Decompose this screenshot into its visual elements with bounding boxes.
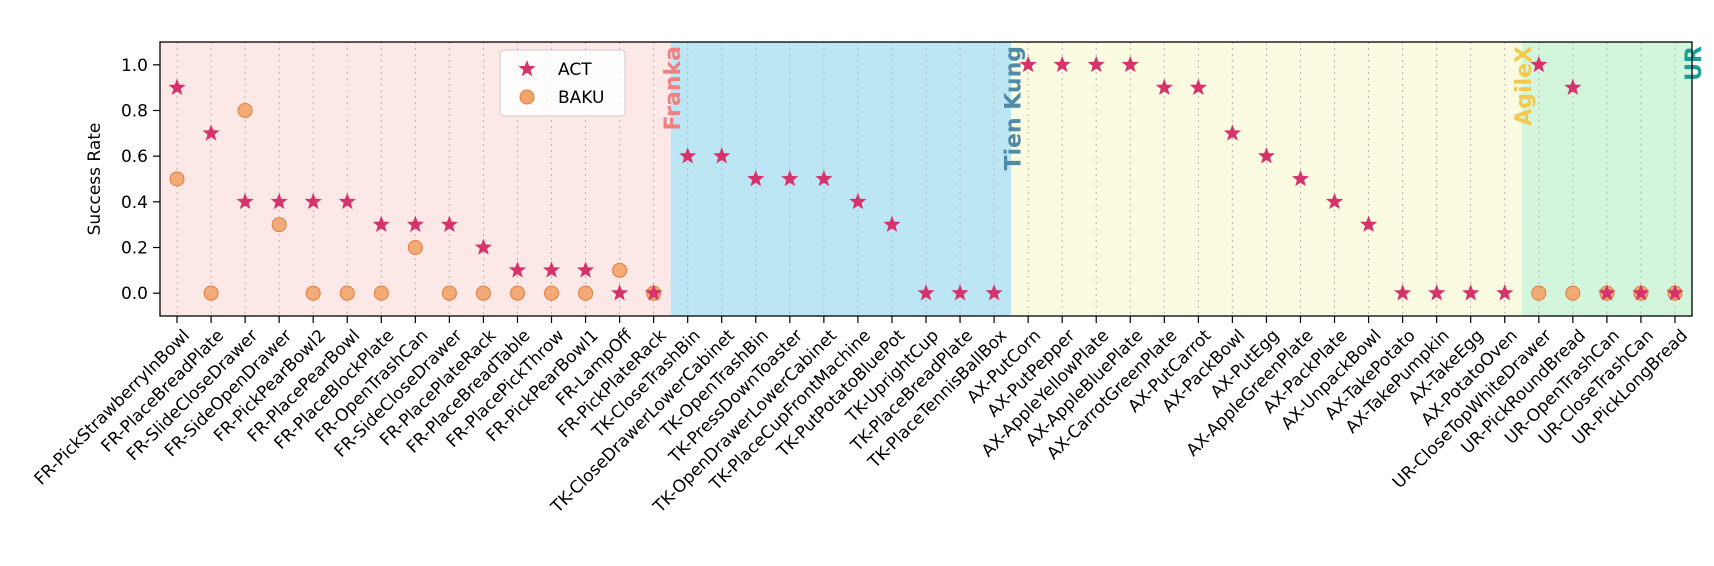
baku-point — [203, 285, 219, 301]
act-point — [1530, 55, 1548, 73]
act-point — [1257, 147, 1275, 164]
act-point — [611, 284, 629, 301]
act-point — [577, 261, 595, 278]
act-point — [747, 170, 765, 187]
region-label-franka: Franka — [661, 46, 686, 130]
act-point — [304, 192, 322, 210]
act-point — [168, 78, 186, 95]
act-point — [1598, 284, 1616, 301]
act-point — [1428, 284, 1446, 301]
act-point — [883, 215, 901, 232]
act-point — [202, 124, 220, 141]
act-point — [236, 192, 254, 210]
act-point — [1325, 192, 1344, 210]
legend-baku-marker — [519, 89, 535, 105]
act-point — [1496, 284, 1514, 301]
legend-act-marker — [518, 60, 536, 77]
act-point — [1394, 284, 1412, 301]
region-label-ur: UR — [1682, 46, 1707, 81]
act-point — [1189, 78, 1207, 95]
baku-point — [544, 285, 560, 301]
act-point — [1291, 170, 1310, 187]
y-tick-label: 0.6 — [121, 147, 148, 167]
y-axis: 0.0 0.2 0.4 0.6 0.8 1.0 — [121, 56, 160, 304]
region-label-tien-kung: Tien Kung — [1001, 46, 1026, 171]
act-point — [1223, 124, 1241, 141]
baku-point — [169, 171, 185, 187]
act-point — [645, 284, 663, 301]
act-point — [713, 147, 731, 164]
legend-baku-label: BAKU — [558, 88, 604, 108]
vertical-gridlines — [176, 42, 1676, 316]
legend: ACT BAKU — [499, 49, 626, 117]
act-point — [508, 261, 527, 278]
act-point — [815, 170, 833, 187]
baku-point — [612, 262, 628, 278]
data-points — [168, 55, 1684, 301]
baku-point — [305, 285, 321, 301]
baku-point — [578, 285, 594, 301]
act-point — [1053, 55, 1071, 73]
act-point — [1360, 215, 1378, 232]
y-tick-label: 0.2 — [121, 239, 148, 259]
act-point — [270, 192, 288, 210]
baku-point — [1531, 285, 1547, 301]
region-label-agilex: AgileX — [1512, 46, 1537, 126]
baku-point — [1565, 285, 1581, 301]
legend-act-label: ACT — [558, 60, 592, 80]
region-ur — [1521, 42, 1692, 316]
region-tien-kung — [670, 42, 1012, 316]
act-point — [849, 192, 867, 210]
act-point — [1564, 78, 1582, 95]
act-point — [1462, 284, 1480, 301]
act-point — [1155, 78, 1173, 95]
baku-point — [237, 103, 253, 118]
act-point — [440, 215, 458, 232]
y-tick-label: 0.0 — [121, 284, 148, 304]
baku-point — [509, 285, 525, 301]
act-point — [372, 215, 390, 232]
act-point — [338, 192, 356, 210]
act-point — [985, 284, 1003, 301]
baku-point — [407, 240, 423, 255]
y-tick-label: 0.8 — [121, 102, 148, 122]
x-axis: FR-PickStrawberryInBowlFR-PlaceBreadPlat… — [31, 316, 1692, 518]
baku-point — [373, 285, 389, 301]
baku-point — [339, 285, 355, 301]
y-tick-label: 0.4 — [121, 193, 148, 213]
act-point — [951, 284, 969, 301]
robot-regions — [160, 42, 1692, 316]
act-point — [917, 284, 935, 301]
act-point — [1121, 55, 1139, 73]
region-agilex — [1011, 42, 1522, 316]
baku-point — [475, 285, 491, 301]
baku-point — [271, 217, 287, 233]
region-labels: Franka Tien Kung AgileX UR — [661, 46, 1707, 171]
act-point — [781, 170, 799, 187]
y-axis-title: Success Rate — [85, 123, 105, 236]
act-point — [1087, 55, 1105, 73]
act-point — [679, 147, 697, 164]
y-tick-label: 1.0 — [121, 56, 148, 76]
act-point — [474, 238, 492, 255]
baku-point — [441, 285, 457, 301]
act-point — [542, 261, 561, 278]
act-point — [406, 215, 424, 232]
act-point — [1666, 284, 1684, 301]
act-point — [1632, 284, 1650, 301]
act-point — [1019, 55, 1037, 73]
